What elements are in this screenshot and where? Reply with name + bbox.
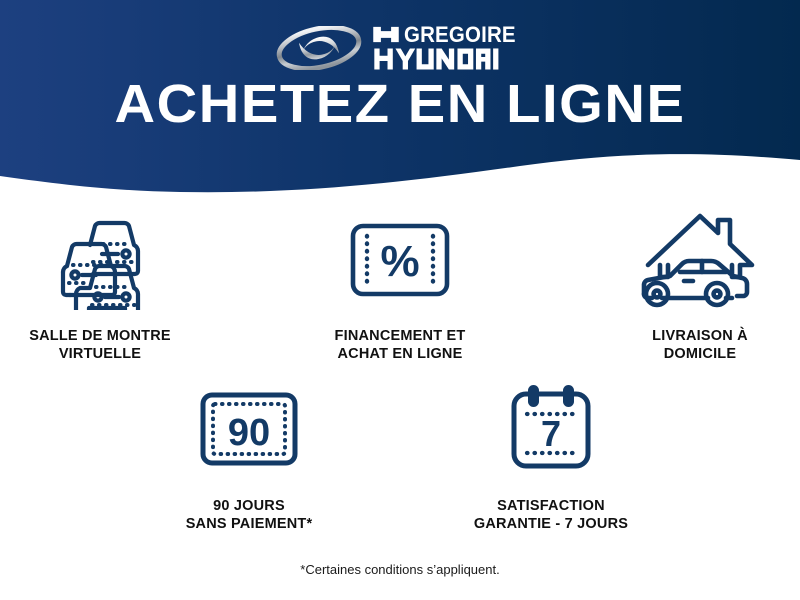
feature-icon-wrap — [42, 205, 158, 315]
days-count: 90 — [228, 412, 270, 454]
hyundai-wordmark — [374, 48, 499, 70]
feature-virtual-showroom[interactable]: SALLE DE MONTRE VIRTUELLE — [5, 205, 195, 363]
percent-symbol: % — [380, 237, 419, 286]
feature-label: FINANCEMENT ET ACHAT EN LIGNE — [334, 328, 466, 362]
hero-banner: GREGOIRE — [0, 0, 800, 200]
hyundai-logo-icon — [276, 26, 362, 70]
feature-home-delivery[interactable]: LIVRAISON À DOMICILE — [605, 205, 795, 363]
banner-wave-shape — [0, 0, 800, 193]
gregoire-bowtie-icon — [373, 26, 399, 43]
percent-card-icon: % — [350, 223, 450, 297]
feature-label: SALLE DE MONTRE VIRTUELLE — [29, 328, 171, 362]
feature-label: LIVRAISON À DOMICILE — [652, 328, 748, 362]
house-car-delivery-icon — [641, 213, 755, 308]
dealer-name: GREGOIRE — [403, 22, 516, 47]
feature-online-financing[interactable]: % FINANCEMENT ET ACHAT EN LIGNE — [305, 205, 495, 363]
brand-lockup: GREGOIRE — [0, 18, 800, 78]
feature-label: SATISFACTION GARANTIE - 7 JOURS — [473, 498, 629, 532]
feature-icon-wrap — [638, 205, 762, 315]
feature-90-days-no-payment[interactable]: 90 90 JOURS SANS PAIEMENT* — [154, 375, 344, 533]
feature-icon-wrap: % — [345, 205, 455, 315]
feature-satisfaction-guarantee[interactable]: 7 SATISFACTION GARANTIE - 7 JOURS — [456, 375, 646, 533]
three-cars-icon — [60, 220, 141, 310]
page-title: ACHETEZ EN LIGNE — [114, 74, 686, 134]
features-row-1: SALLE DE MONTRE VIRTUELLE % FINANCEMENT … — [0, 205, 800, 363]
feature-icon-wrap: 7 — [501, 375, 601, 485]
days-count: 7 — [541, 413, 561, 454]
features-row-2: 90 90 JOURS SANS PAIEMENT* 7 SATI — [0, 375, 800, 533]
footnote-disclaimer: *Certaines conditions s’appliquent. — [300, 562, 500, 577]
ninety-days-card-icon: 90 — [200, 392, 298, 466]
calendar-seven-icon: 7 — [511, 385, 591, 469]
feature-icon-wrap: 90 — [197, 375, 301, 485]
feature-label: 90 JOURS SANS PAIEMENT* — [185, 498, 313, 532]
features-section: SALLE DE MONTRE VIRTUELLE % FINANCEMENT … — [0, 205, 800, 533]
